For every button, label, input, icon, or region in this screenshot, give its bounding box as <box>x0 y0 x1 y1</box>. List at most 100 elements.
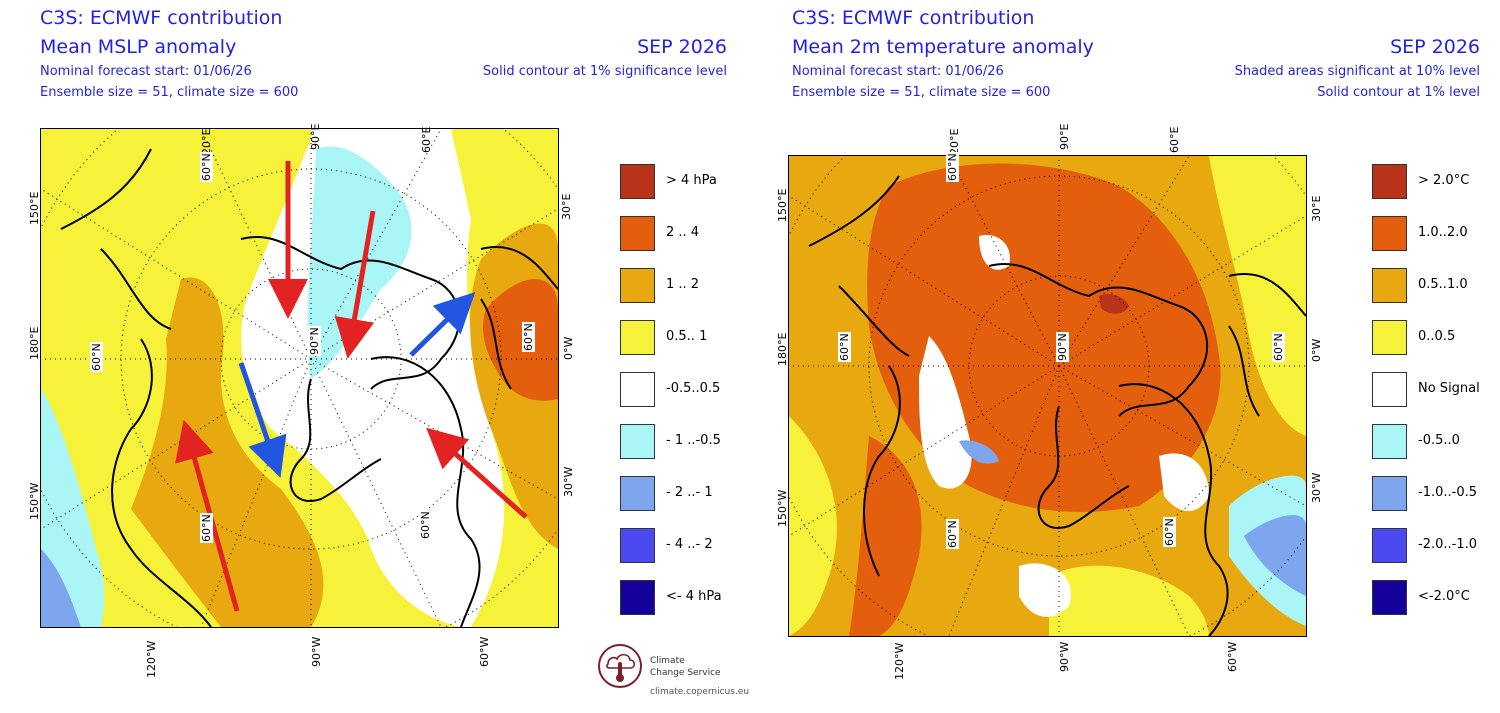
temp-nosignal-region-e <box>1159 453 1209 511</box>
temperature-anomaly-map <box>788 155 1307 637</box>
temp-blue-patch <box>959 440 999 464</box>
legend-item: > 4 hPa <box>620 164 820 200</box>
thermometer-cloud-icon <box>598 644 642 688</box>
legend-swatch <box>620 216 655 251</box>
legend-item: <-2.0°C <box>1372 580 1500 616</box>
legend-label: No Signal <box>1418 381 1480 396</box>
left-subtitle: Mean MSLP anomaly <box>40 36 237 58</box>
anomaly-blue-region <box>41 549 81 627</box>
red-arrow-3 <box>175 419 240 612</box>
lon-label-150e: 150°E <box>776 188 789 222</box>
lon-label-60e: 60°E <box>420 126 433 153</box>
legend-item: - 2 ..- 1 <box>620 476 820 512</box>
legend-label: <-2.0°C <box>1418 589 1470 604</box>
legend-swatch <box>620 528 655 563</box>
temp-nosignal-region-se <box>1019 563 1071 617</box>
lat-label: 60°N <box>838 332 851 362</box>
lon-label-180e: 180°E <box>776 332 789 366</box>
mslp-anomaly-map <box>40 128 559 628</box>
legend-label: > 4 hPa <box>666 173 717 188</box>
legend-item: -0.5..0.5 <box>620 372 820 408</box>
lat-label: 60°N <box>522 322 535 352</box>
legend-swatch <box>1372 320 1407 355</box>
logo-url: climate.copernicus.eu <box>650 687 750 697</box>
logo-line1: Climate <box>650 656 685 666</box>
right-contour-note: Solid contour at 1% level <box>1317 85 1480 100</box>
legend-label: 0.5..1.0 <box>1418 277 1468 292</box>
legend-swatch <box>1372 372 1407 407</box>
legend-item: 1 .. 2 <box>620 268 820 304</box>
anomaly-cyan-region <box>307 146 412 379</box>
legend-swatch <box>620 476 655 511</box>
red-arrow-2 <box>334 210 376 359</box>
legend-swatch <box>1372 164 1407 199</box>
temperature-map-graphic <box>789 156 1306 636</box>
lon-label-150w: 150°W <box>776 489 789 527</box>
lon-label-90e: 90°E <box>309 123 322 150</box>
left-forecast-start: Nominal forecast start: 01/06/26 <box>40 64 252 79</box>
lat-label: 60°N <box>419 510 432 540</box>
right-period: SEP 2026 <box>1390 36 1480 58</box>
legend-label: 2 .. 4 <box>666 225 700 240</box>
legend-swatch <box>620 580 655 615</box>
lat-label: 60°N <box>90 342 103 372</box>
legend-item: 2 .. 4 <box>620 216 820 252</box>
legend-label: -0.5..0.5 <box>666 381 721 396</box>
lon-label-30w: 30°W <box>1310 472 1323 503</box>
anomaly-orange-region-west <box>131 277 324 627</box>
lon-label-60e: 60°E <box>1168 126 1181 153</box>
lon-label-60w: 60°W <box>1226 641 1239 672</box>
lon-label-60w: 60°W <box>478 636 491 667</box>
lon-label-150w: 150°W <box>28 482 41 520</box>
logo-line2: Change Service <box>650 668 721 678</box>
lon-label-0w: 0°W <box>1310 338 1323 362</box>
legend-label: - 1 ..-0.5 <box>666 433 721 448</box>
lon-label-150e: 150°E <box>28 191 41 225</box>
lon-label-0w: 0°W <box>562 336 575 360</box>
right-title: C3S: ECMWF contribution <box>792 7 1035 29</box>
temp-nosignal-region-n <box>979 235 1010 270</box>
legend-label: 1 .. 2 <box>666 277 700 292</box>
legend-swatch <box>620 424 655 459</box>
left-significance-note: Solid contour at 1% significance level <box>482 64 727 79</box>
legend-item: > 2.0°C <box>1372 164 1500 200</box>
lat-label: 60°N <box>1272 332 1285 362</box>
lat-label-90n: 90°N <box>1056 332 1069 362</box>
legend-label: - 4 ..- 2 <box>666 537 713 552</box>
legend-swatch <box>620 164 655 199</box>
legend-item: -0.5..0 <box>1372 424 1500 460</box>
legend-item: -2.0..-1.0 <box>1372 528 1500 564</box>
anomaly-cyan-region-west <box>41 389 105 627</box>
red-arrow-4 <box>426 427 528 519</box>
lon-label-180e: 180°E <box>28 326 41 360</box>
legend-label: 0.5.. 1 <box>666 329 708 344</box>
lon-label-30e: 30°E <box>1310 195 1323 222</box>
right-significance-note: Shaded areas significant at 10% level <box>1234 64 1480 79</box>
legend-label: -0.5..0 <box>1418 433 1460 448</box>
lon-label-90w: 90°W <box>1058 641 1071 672</box>
lat-label: 60°N <box>200 152 213 182</box>
temp-blue-region <box>1244 515 1306 596</box>
lat-label: 60°N <box>946 152 959 182</box>
mslp-map-graphic <box>41 129 558 627</box>
left-ensemble-size: Ensemble size = 51, climate size = 600 <box>40 85 299 100</box>
temp-yellow-region <box>789 416 837 636</box>
left-period: SEP 2026 <box>637 36 727 58</box>
legend-swatch <box>620 320 655 355</box>
lon-label-120w: 120°W <box>145 640 158 678</box>
legend-label: - 2 ..- 1 <box>666 485 713 500</box>
blue-arrow-1 <box>409 292 476 357</box>
legend-label: <- 4 hPa <box>666 589 722 604</box>
legend-item: 0.5..1.0 <box>1372 268 1500 304</box>
legend-item: 1.0..2.0 <box>1372 216 1500 252</box>
lat-label-90n: 90°N <box>308 326 321 356</box>
legend-swatch <box>620 268 655 303</box>
right-ensemble-size: Ensemble size = 51, climate size = 600 <box>792 85 1051 100</box>
legend-item: 0.5.. 1 <box>620 320 820 356</box>
legend-swatch <box>1372 528 1407 563</box>
temp-red-region <box>1099 294 1129 314</box>
legend-swatch <box>620 372 655 407</box>
legend-label: -2.0..-1.0 <box>1418 537 1477 552</box>
legend-item: 0..0.5 <box>1372 320 1500 356</box>
legend-swatch <box>1372 476 1407 511</box>
